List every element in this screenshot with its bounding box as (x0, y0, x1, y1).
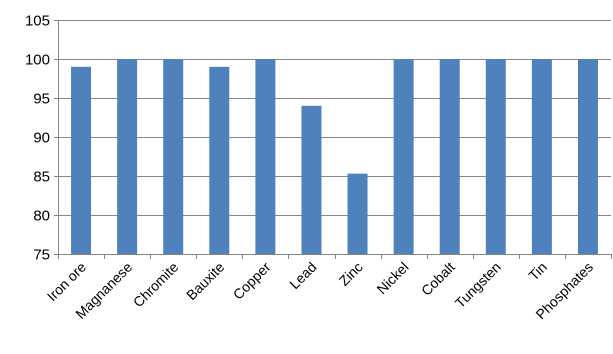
y-tick-label: 80 (33, 208, 50, 225)
x-tick-label: Tungsten (452, 259, 504, 311)
axes (54, 20, 612, 259)
bar-iron-ore (71, 66, 92, 254)
x-tick-label: Copper (230, 259, 274, 303)
bar-cobalt (439, 59, 460, 254)
bars (71, 59, 598, 254)
bar-lead (301, 105, 322, 254)
x-tick-label: Cobalt (418, 259, 458, 299)
gridlines (58, 20, 611, 216)
x-tick-label: Zinc (336, 259, 366, 289)
bar-copper (255, 59, 276, 254)
x-tick-label: Tin (525, 259, 550, 284)
y-tick-labels: 75 80 85 90 95 100 105 (25, 13, 50, 264)
y-tick-label: 105 (25, 13, 50, 30)
y-tick-label: 100 (25, 52, 50, 69)
bar-tin (531, 59, 552, 254)
y-tick-label: 95 (33, 91, 50, 108)
bar-magnanese (117, 59, 138, 254)
x-tick-label: Bauxite (183, 259, 227, 303)
bar-zinc (347, 173, 368, 254)
x-tick-label: Lead (286, 259, 319, 292)
y-tick-label: 75 (33, 247, 50, 264)
y-tick-label: 90 (33, 130, 50, 147)
y-tick-label: 85 (33, 169, 50, 186)
x-tick-label: Iron ore (44, 259, 90, 305)
bar-nickel (393, 59, 414, 254)
x-tick-label: Nickel (373, 259, 411, 297)
bar-phosphates (577, 59, 598, 254)
bar-bauxite (209, 66, 230, 254)
bar-chromite (163, 59, 184, 254)
x-tick-label: Chromite (130, 259, 182, 311)
bar-tungsten (485, 59, 506, 254)
